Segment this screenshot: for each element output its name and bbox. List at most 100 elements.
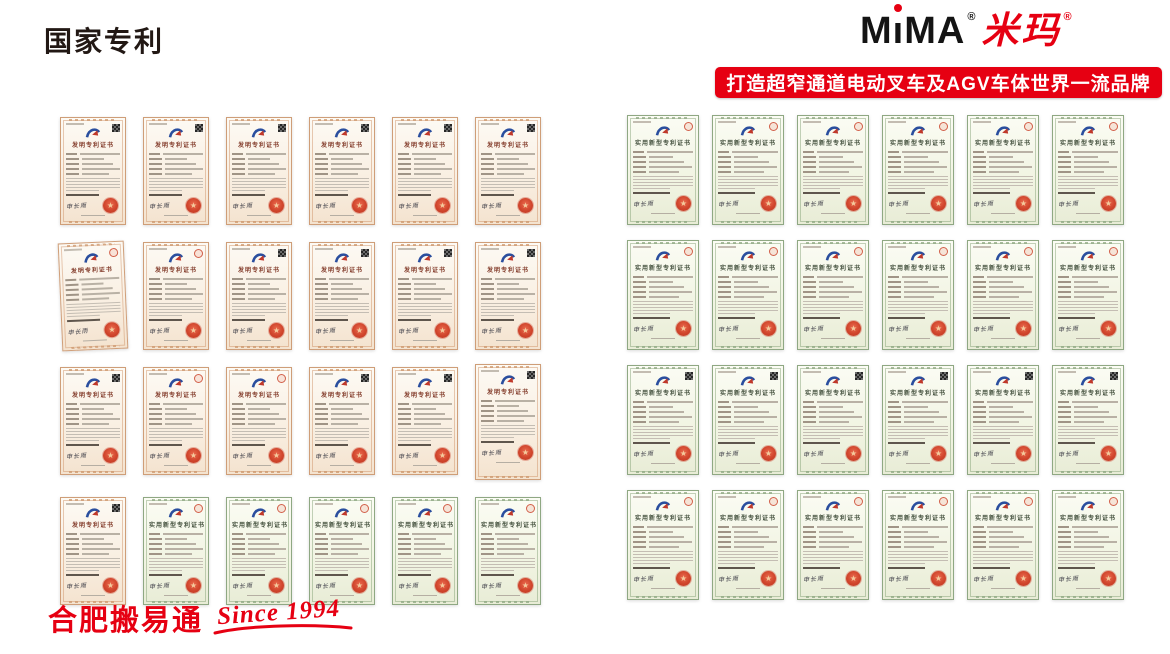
commissioner-signature: 申长雨 (480, 202, 503, 211)
separator (149, 444, 183, 446)
red-seal-icon (676, 320, 691, 336)
patent-certificate: 实用新型专利证书 申长雨 (1052, 240, 1124, 350)
certificate-number (315, 373, 333, 375)
red-seal-icon (435, 447, 450, 463)
separator (149, 574, 183, 576)
company-name: 合肥搬易通 (48, 605, 204, 637)
certificate-title: 发明专利证书 (320, 393, 363, 399)
certificate-number (232, 248, 250, 250)
certificate-paragraph (398, 428, 452, 441)
commissioner-signature: 申长雨 (231, 327, 254, 336)
patent-certificate: 实用新型专利证书 申长雨 (1052, 365, 1124, 475)
separator (66, 574, 100, 576)
commissioner-signature: 申长雨 (717, 325, 740, 334)
cnipa-logo-icon (500, 508, 516, 518)
certificate-title: 实用新型专利证书 (481, 523, 538, 529)
qr-code-icon (527, 249, 535, 257)
certificate-fields (66, 533, 120, 555)
certificate-title: 发明专利证书 (71, 393, 114, 399)
certificate-fields (1058, 526, 1118, 548)
bottom-line (164, 215, 188, 216)
commissioner-signature: 申长雨 (148, 452, 171, 461)
certificate-title: 实用新型专利证书 (974, 516, 1031, 522)
bottom-line (247, 340, 271, 341)
certificate-paragraph (718, 301, 778, 314)
certificate-title: 发明专利证书 (403, 393, 446, 399)
certificate-number (149, 248, 167, 250)
qr-code-icon (1110, 372, 1118, 380)
qr-code-icon (444, 124, 452, 132)
certificate-number (398, 248, 416, 250)
certificate-number (149, 123, 167, 125)
patent-certificate: 发明专利证书 申长雨 (392, 117, 458, 225)
certificate-paragraph (315, 558, 369, 571)
commissioner-signature: 申长雨 (887, 200, 910, 209)
certificate-paragraph (315, 178, 369, 191)
patent-certificate: 实用新型专利证书 申长雨 (712, 240, 784, 350)
certificate-fields (973, 151, 1033, 173)
separator (481, 441, 515, 443)
red-stamp-icon (939, 122, 948, 131)
certificate-paragraph (481, 303, 535, 316)
certificate-number (803, 371, 821, 373)
separator (633, 317, 671, 319)
underline-swoosh-icon (213, 624, 353, 635)
commissioner-signature: 申长雨 (972, 325, 995, 334)
red-seal-icon (352, 322, 367, 338)
bottom-line (821, 213, 845, 214)
certificate-fields (633, 401, 693, 423)
separator (315, 194, 349, 196)
red-seal-icon (676, 570, 691, 586)
red-stamp-icon (1109, 497, 1118, 506)
red-seal-icon (435, 322, 450, 338)
certificate-title: 实用新型专利证书 (974, 266, 1031, 272)
certificate-fields (1058, 401, 1118, 423)
red-seal-icon (103, 447, 118, 463)
bottom-line (736, 463, 760, 464)
commissioner-signature: 申长雨 (314, 452, 337, 461)
cnipa-logo-icon (740, 376, 756, 386)
patent-certificate: 实用新型专利证书 申长雨 (882, 365, 954, 475)
commissioner-signature: 申长雨 (717, 575, 740, 584)
red-dot-i: ı (892, 10, 905, 52)
certificate-fields (803, 526, 863, 548)
commissioner-signature: 申长雨 (802, 200, 825, 209)
certificate-fields (973, 526, 1033, 548)
certificate-fields (888, 401, 948, 423)
certificate-title: 发明专利证书 (237, 143, 280, 149)
certificate-number (718, 371, 736, 373)
cnipa-logo-icon (740, 501, 756, 511)
bottom-line (991, 213, 1015, 214)
separator (1058, 567, 1096, 569)
red-seal-icon (269, 447, 284, 463)
certificate-number (1058, 246, 1076, 248)
certificate-title: 发明专利证书 (154, 393, 197, 399)
bottom-line (413, 340, 437, 341)
certificate-number (149, 503, 167, 505)
patent-certificate: 发明专利证书 申长雨 (392, 367, 458, 475)
qr-code-icon (278, 249, 286, 257)
commissioner-signature: 申长雨 (802, 325, 825, 334)
certificate-number (803, 496, 821, 498)
patent-certificate: 实用新型专利证书 申长雨 (797, 240, 869, 350)
certificate-paragraph (973, 176, 1033, 189)
patent-certificate: 实用新型专利证书 申长雨 (627, 240, 699, 350)
red-stamp-icon (194, 504, 203, 513)
patent-certificate: 实用新型专利证书 申长雨 (309, 497, 375, 605)
certificate-title: 发明专利证书 (320, 143, 363, 149)
registered-mark: ® (967, 11, 976, 23)
patent-certificate: 实用新型专利证书 申长雨 (882, 240, 954, 350)
bottom-line (247, 595, 271, 596)
certificate-title: 发明专利证书 (71, 143, 114, 149)
patent-certificate: 实用新型专利证书 申长雨 (392, 497, 458, 605)
separator (232, 194, 266, 196)
certificate-title: 实用新型专利证书 (1059, 516, 1116, 522)
since-1994: Since 1994 (213, 595, 353, 635)
certificate-paragraph (888, 551, 948, 564)
certificate-fields (633, 526, 693, 548)
cnipa-logo-icon (825, 251, 841, 261)
certificate-paragraph (633, 301, 693, 314)
certificate-number (973, 496, 991, 498)
bottom-line (736, 588, 760, 589)
qr-code-icon (361, 124, 369, 132)
